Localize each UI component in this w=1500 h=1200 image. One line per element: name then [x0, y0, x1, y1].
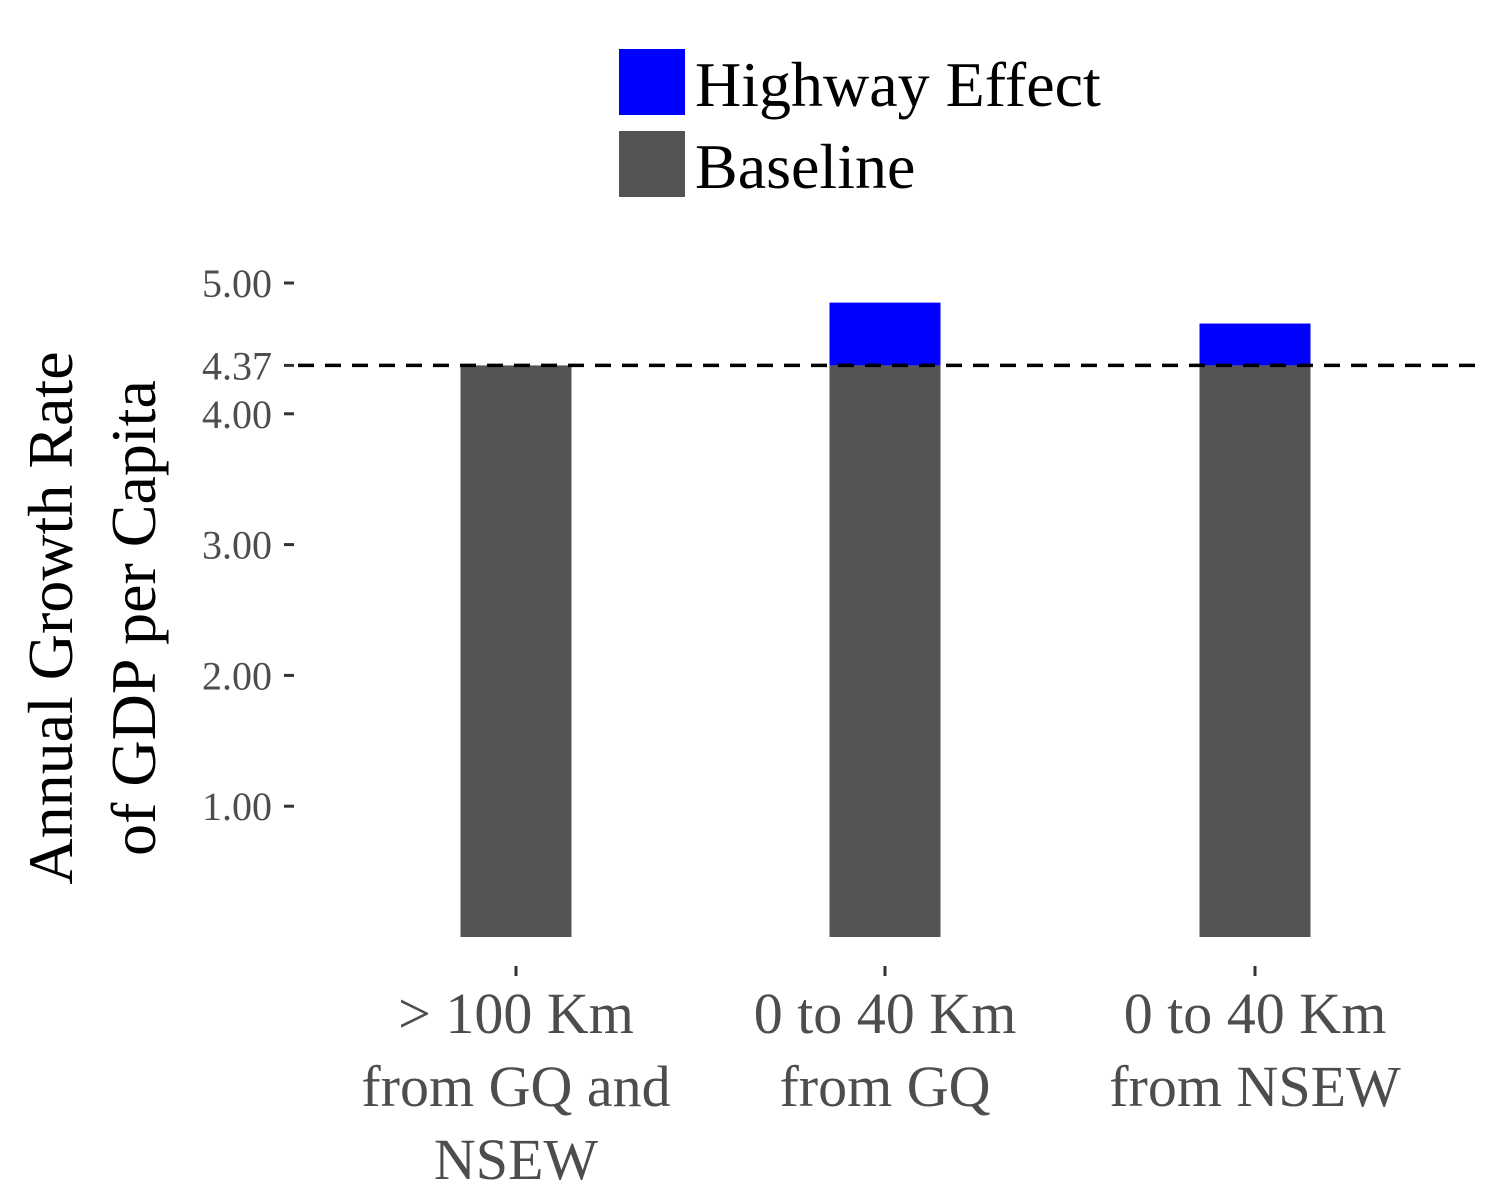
x-category-label: > 100 Km from GQ and NSEW: [361, 981, 670, 1192]
x-category-label-line: > 100 Km: [398, 981, 634, 1046]
bar-baseline-3: [1199, 365, 1311, 937]
x-category-label-line: from NSEW: [1109, 1054, 1401, 1119]
bar-highway-effect-2: [829, 302, 941, 366]
bars: [460, 302, 1311, 937]
x-category-label-line: from GQ and: [361, 1054, 670, 1119]
x-category-label-line: 0 to 40 Km: [754, 981, 1017, 1046]
y-axis-title-line-2: of GDP per Capita: [98, 380, 169, 856]
legend-label-baseline: Baseline: [695, 131, 915, 202]
y-tick-label: 4.37: [202, 343, 272, 388]
y-tick-label: 4.00: [202, 392, 272, 437]
x-category-label-line: 0 to 40 Km: [1124, 981, 1387, 1046]
bar-highway-effect-3: [1199, 323, 1311, 366]
y-axis-title-line-1: Annual Growth Rate: [15, 351, 86, 884]
y-tick-label: 1.00: [202, 784, 272, 829]
x-category-label-line: NSEW: [434, 1127, 599, 1192]
y-tick-label: 2.00: [202, 653, 272, 698]
legend-swatch-highway-effect: [619, 49, 685, 115]
legend-label-highway-effect: Highway Effect: [695, 49, 1101, 120]
x-category-label: 0 to 40 Km from GQ: [754, 981, 1017, 1119]
legend-swatch-baseline: [619, 131, 685, 197]
bar-baseline-2: [829, 365, 941, 937]
y-axis-title: Annual Growth Rate of GDP per Capita: [15, 351, 169, 884]
x-axis: > 100 Km from GQ and NSEW 0 to 40 Km from GQ…: [361, 966, 1401, 1192]
y-tick-label: 3.00: [202, 523, 272, 568]
bar-baseline-1: [460, 365, 572, 937]
x-category-label: 0 to 40 Km from NSEW: [1109, 981, 1401, 1119]
y-axis: 5.00 4.374.00 3.00 2.00 1.00: [202, 261, 294, 829]
legend: Highway Effect Baseline: [619, 49, 1101, 202]
y-tick-label: 5.00: [202, 261, 272, 306]
x-category-label-line: from GQ: [779, 1054, 990, 1119]
